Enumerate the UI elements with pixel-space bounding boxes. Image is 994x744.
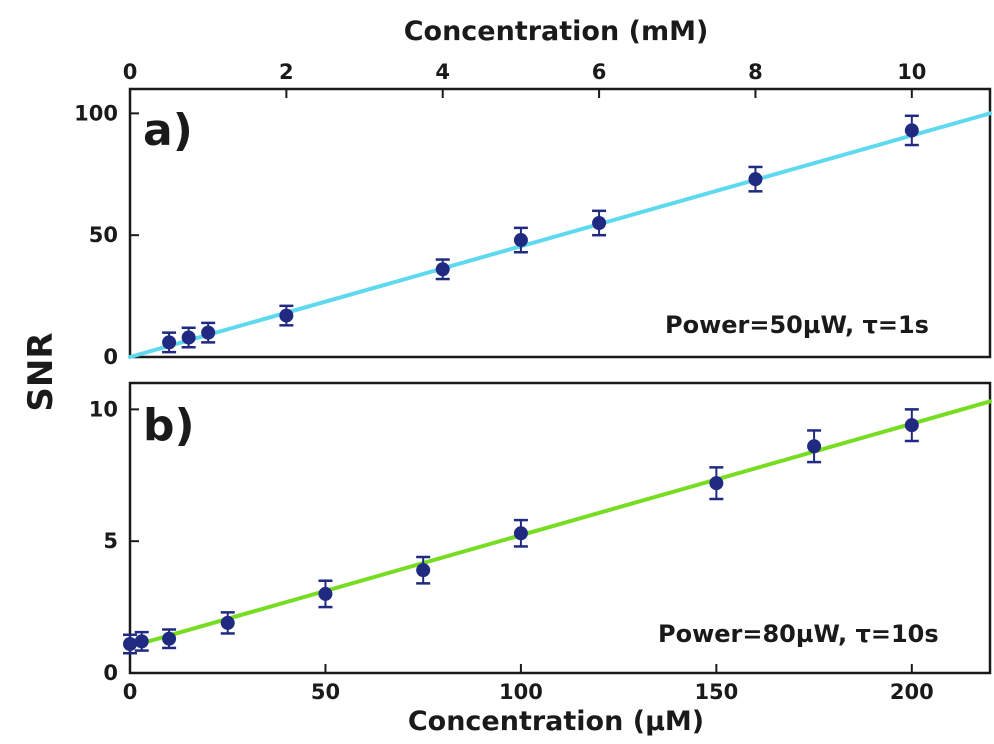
plot-frame-b: [128, 381, 992, 675]
fit-line-b: [128, 399, 992, 649]
data-point-a: [435, 258, 450, 281]
marker: [201, 325, 216, 340]
data-point-b: [416, 555, 431, 585]
x-tick-label-b: 50: [311, 680, 340, 704]
ticks-b: 0 50 100 150 200 0 5 10: [89, 397, 934, 704]
fit-line-group-b: [128, 399, 992, 649]
x-tick-label-b: 100: [499, 680, 543, 704]
data-point-b: [807, 429, 822, 464]
y-tick-label-a: 100: [74, 101, 118, 125]
x-tick-label-a: 10: [897, 60, 926, 84]
data-point-b: [513, 518, 528, 548]
y-tick-label-a: 0: [103, 345, 118, 369]
x-tick-label-b: 200: [890, 680, 934, 704]
panel-label-a: a): [143, 105, 193, 156]
marker: [904, 418, 919, 433]
marker: [162, 335, 177, 350]
x-axis-title-b: Concentration (µM): [408, 706, 704, 737]
marker: [181, 330, 196, 345]
marker: [807, 439, 822, 454]
marker: [318, 586, 333, 601]
marker: [748, 172, 763, 187]
x-tick-label-a: 2: [279, 60, 294, 84]
y-tick-label-a: 50: [89, 223, 118, 247]
marker: [513, 233, 528, 248]
x-tick-label-a: 0: [123, 60, 138, 84]
y-tick-label-b: 10: [89, 397, 118, 421]
x-axis-title-a: Concentration (mM): [404, 16, 709, 47]
marker: [279, 308, 294, 323]
points-group-a: [162, 114, 919, 354]
panel-label-b: b): [143, 400, 195, 451]
marker: [904, 123, 919, 138]
data-point-a: [513, 226, 528, 254]
y-tick-label-b: 5: [103, 529, 118, 553]
x-tick-label-b: 150: [694, 680, 738, 704]
x-tick-label-a: 4: [435, 60, 450, 84]
x-tick-label-b: 0: [123, 680, 138, 704]
data-point-a: [904, 114, 919, 147]
marker: [592, 216, 607, 230]
annotation-b: Power=80µW, τ=10s: [658, 620, 939, 648]
data-point-b: [709, 466, 724, 501]
data-point-a: [279, 304, 294, 327]
data-point-b: [134, 630, 149, 652]
marker: [162, 631, 177, 646]
y-axis-title: SNR: [21, 332, 61, 411]
marker: [416, 563, 431, 578]
data-point-a: [162, 331, 177, 354]
data-point-b: [318, 579, 333, 609]
data-point-a: [181, 326, 196, 349]
marker: [220, 615, 235, 630]
fit-line-group-a: [128, 111, 992, 359]
annotation-a: Power=50µW, τ=1s: [665, 311, 929, 339]
marker: [123, 637, 137, 651]
marker: [513, 526, 528, 541]
fit-line-a: [128, 111, 992, 359]
marker: [435, 262, 450, 277]
data-point-a: [748, 165, 763, 193]
data-point-b: [123, 633, 137, 655]
x-tick-label-a: 8: [748, 60, 763, 84]
data-point-b: [220, 611, 235, 635]
data-point-a: [592, 209, 607, 237]
y-tick-label-b: 0: [103, 661, 118, 685]
x-tick-label-a: 6: [592, 60, 607, 84]
points-group-b: [123, 408, 919, 655]
marker: [134, 634, 149, 649]
panel-b: 0 50 100 150 200 0 5 10 b) Power=80µW, τ=10s Co…: [89, 381, 992, 737]
data-point-a: [201, 321, 216, 344]
marker: [709, 476, 724, 491]
data-point-b: [162, 628, 177, 650]
data-point-b: [904, 408, 919, 443]
plot-frame-a: [128, 87, 992, 359]
